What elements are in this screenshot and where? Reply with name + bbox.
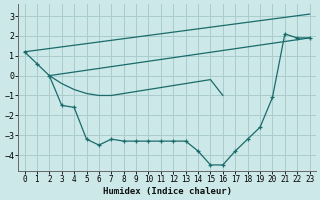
- X-axis label: Humidex (Indice chaleur): Humidex (Indice chaleur): [103, 187, 232, 196]
